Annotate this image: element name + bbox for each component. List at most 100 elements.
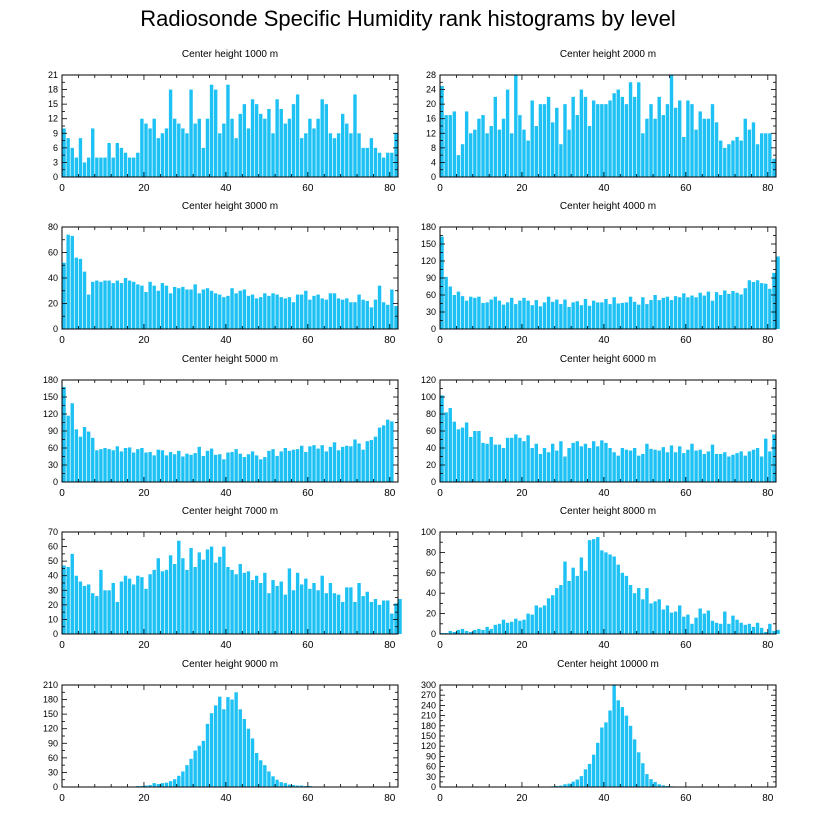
histogram-bar — [254, 455, 259, 482]
histogram-bar — [291, 302, 296, 329]
histogram-bar — [612, 685, 616, 787]
histogram-bar — [316, 590, 320, 634]
histogram-bar — [320, 445, 324, 482]
histogram-bar — [452, 111, 457, 177]
histogram-bar — [238, 113, 242, 177]
histogram-bar — [678, 297, 682, 329]
histogram-bar — [444, 412, 448, 482]
histogram-bar — [205, 723, 210, 787]
histogram-bar — [530, 305, 534, 329]
x-tick-label: 20 — [138, 335, 150, 346]
histogram-bar — [132, 584, 136, 634]
histogram-bar — [263, 457, 267, 482]
histogram-bar — [600, 727, 604, 787]
histogram-bar — [205, 118, 210, 177]
histogram-bar — [328, 583, 333, 634]
histogram-bar — [628, 725, 633, 787]
histogram-bar — [394, 603, 398, 634]
histogram-bar — [263, 118, 267, 177]
histogram-bar — [271, 133, 275, 177]
histogram-bar — [332, 293, 337, 329]
histogram-bar — [469, 296, 473, 329]
histogram-bar — [702, 613, 706, 634]
histogram-bar — [103, 590, 107, 634]
histogram-bar — [160, 571, 165, 634]
histogram-bar — [259, 113, 263, 177]
histogram-bar — [103, 280, 107, 329]
histogram-bar — [747, 280, 752, 329]
histogram-bar — [189, 289, 193, 329]
y-tick-label: 60 — [426, 290, 436, 300]
histogram-bar — [349, 587, 353, 634]
x-tick-label: 80 — [384, 335, 396, 346]
histogram-bar — [283, 783, 288, 787]
histogram-bar — [616, 564, 620, 634]
histogram-bar — [345, 123, 349, 177]
histogram-bar — [136, 575, 140, 634]
histogram-bar — [522, 129, 526, 177]
y-tick-label: 6 — [53, 143, 58, 153]
histogram-bar — [308, 299, 312, 329]
histogram-bar — [78, 258, 83, 329]
histogram-bar — [456, 155, 461, 177]
histogram-bar — [641, 763, 645, 787]
histogram-bar — [464, 630, 469, 634]
histogram-bar — [579, 305, 584, 329]
histogram-bar — [727, 623, 731, 634]
histogram-bar — [222, 546, 226, 634]
histogram-bar — [464, 111, 469, 177]
histogram-bar — [604, 722, 608, 787]
histogram-bar — [608, 100, 612, 177]
histogram-bar — [140, 285, 144, 329]
histogram-bar — [542, 448, 547, 482]
histogram-bar — [596, 446, 600, 482]
histogram-bar — [177, 540, 181, 634]
histogram-bar — [579, 557, 584, 634]
y-tick-label: 90 — [48, 426, 58, 436]
histogram-bar — [62, 128, 66, 177]
histogram-bar — [718, 623, 723, 634]
histogram-bar — [103, 157, 107, 177]
histogram-bar — [727, 144, 731, 177]
histogram-bar — [673, 296, 678, 329]
histogram-bar — [604, 104, 608, 177]
histogram-bar — [694, 450, 698, 482]
histogram-bar — [127, 280, 132, 329]
histogram-bar — [74, 257, 79, 329]
y-tick-label: 20 — [426, 460, 436, 470]
histogram-bar — [579, 776, 584, 787]
histogram-bar — [205, 288, 210, 329]
histogram-bar — [111, 283, 115, 329]
histogram-bar — [152, 783, 156, 787]
histogram-bar — [526, 435, 530, 482]
histogram-bar — [702, 453, 706, 482]
histogram-bar — [300, 138, 304, 177]
histogram-bar — [751, 626, 756, 634]
histogram-bar — [505, 437, 510, 482]
histogram-bar — [440, 632, 444, 634]
x-tick-label: 0 — [59, 488, 65, 499]
histogram-bar — [193, 750, 197, 787]
histogram-bar — [673, 611, 678, 634]
histogram-bar — [542, 104, 547, 177]
histogram-bar — [349, 302, 353, 329]
histogram-bar — [444, 115, 448, 177]
histogram-bar — [501, 448, 506, 482]
histogram-bar — [164, 569, 169, 634]
histogram-bar — [82, 271, 87, 329]
histogram-bar — [739, 294, 743, 329]
y-tick-label: 0 — [53, 324, 58, 334]
x-tick-label: 80 — [762, 488, 774, 499]
histogram-bar — [690, 443, 694, 482]
histogram-bar — [747, 451, 752, 482]
histogram-bar — [624, 575, 629, 634]
y-tick-label: 120 — [421, 375, 436, 385]
histogram-bar — [534, 300, 538, 329]
histogram-bar — [213, 705, 218, 787]
histogram-bar — [365, 441, 369, 482]
histogram-bar — [398, 599, 402, 634]
histogram-bar — [612, 93, 616, 177]
y-tick-label: 60 — [426, 762, 436, 772]
histogram-bar — [645, 774, 649, 787]
histogram-bar — [205, 450, 210, 482]
